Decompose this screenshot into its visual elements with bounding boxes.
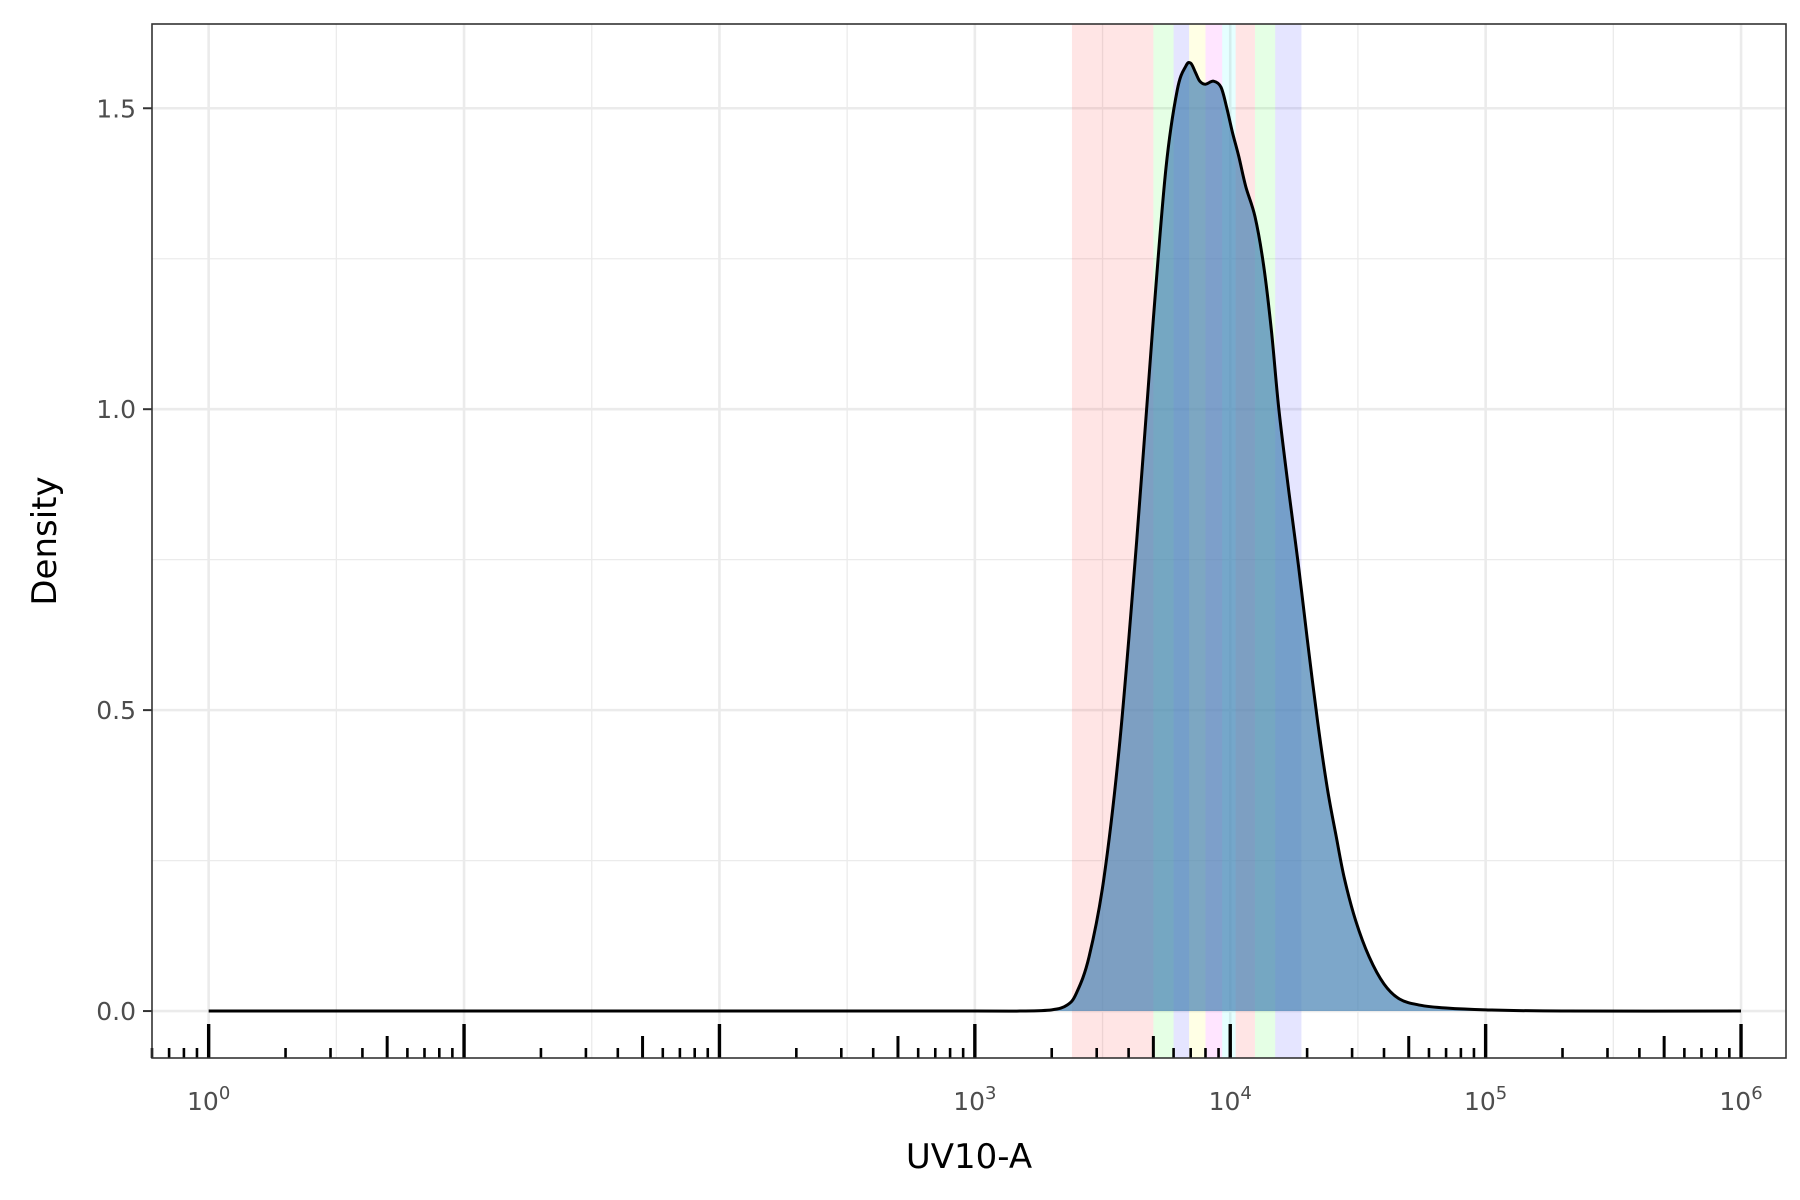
x-tick-label: 106 <box>1719 1083 1762 1116</box>
x-tick-label: 105 <box>1464 1083 1507 1116</box>
x-tick-label: 103 <box>953 1083 996 1116</box>
x-tick-label: 100 <box>187 1083 230 1116</box>
density-area <box>208 60 1742 1013</box>
y-tick-label: 1.0 <box>96 395 136 424</box>
density-line <box>208 60 1742 1013</box>
panel-border <box>151 23 1787 1059</box>
y-tick-label: 1.5 <box>96 94 136 123</box>
y-tick-label: 0.0 <box>96 997 136 1026</box>
x-axis-title: UV10-A <box>906 1137 1032 1177</box>
axes: 0.0 0.5 1.0 1.5 100 103 104 105 106 <box>96 94 1762 1116</box>
x-tick-label: 104 <box>1209 1083 1252 1116</box>
y-axis-title: Density <box>25 476 65 605</box>
y-tick-label: 0.5 <box>96 696 136 725</box>
